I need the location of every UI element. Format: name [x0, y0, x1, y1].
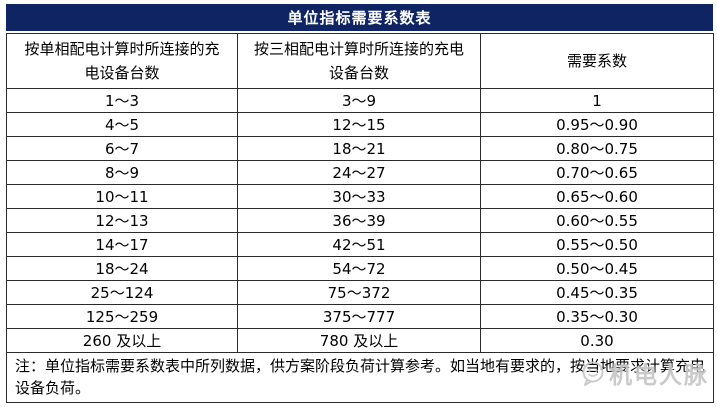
cell-coefficient: 0.65～0.60: [480, 184, 714, 209]
cell-single-phase: 14～17: [6, 232, 238, 257]
cell-coefficient: 0.45～0.35: [480, 280, 714, 305]
table-title-bar: 单位指标需要系数表: [6, 4, 713, 31]
table-row: 8～9 24～27 0.70～0.65: [6, 160, 714, 185]
cell-coefficient: 0.35～0.30: [480, 304, 714, 329]
table-title: 单位指标需要系数表: [287, 9, 432, 27]
cell-three-phase: 18～21: [237, 136, 481, 161]
demand-coefficient-table: 按单相配电计算时所连接的充电设备台数 按三相配电计算时所连接的充电设备台数 需要…: [6, 33, 714, 403]
cell-three-phase: 30～33: [237, 184, 481, 209]
cell-coefficient: 0.70～0.65: [480, 160, 714, 185]
table-row: 1～3 3～9 1: [6, 88, 714, 113]
cell-three-phase: 75～372: [237, 280, 481, 305]
cell-single-phase: 18～24: [6, 256, 238, 281]
cell-single-phase: 125～259: [6, 304, 238, 329]
table-row: 6～7 18～21 0.80～0.75: [6, 136, 714, 161]
cell-three-phase: 24～27: [237, 160, 481, 185]
table-row: 25～124 75～372 0.45～0.35: [6, 280, 714, 305]
cell-three-phase: 36～39: [237, 208, 481, 233]
table-row: 12～13 36～39 0.60～0.55: [6, 208, 714, 233]
cell-single-phase: 10～11: [6, 184, 238, 209]
cell-three-phase: 12～15: [237, 112, 481, 137]
cell-single-phase: 8～9: [6, 160, 238, 185]
cell-coefficient: 0.95～0.90: [480, 112, 714, 137]
note-row: 注：单位指标需要系数表中所列数据，供方案阶段负荷计算参考。如当地有要求的，按当地…: [6, 352, 714, 403]
cell-coefficient: 0.60～0.55: [480, 208, 714, 233]
table-row: 14～17 42～51 0.55～0.50: [6, 232, 714, 257]
table-row: 10～11 30～33 0.65～0.60: [6, 184, 714, 209]
cell-three-phase: 375～777: [237, 304, 481, 329]
cell-three-phase: 3～9: [237, 88, 481, 113]
cell-coefficient: 0.50～0.45: [480, 256, 714, 281]
cell-coefficient: 0.80～0.75: [480, 136, 714, 161]
table-row: 125～259 375～777 0.35～0.30: [6, 304, 714, 329]
cell-three-phase: 54～72: [237, 256, 481, 281]
cell-single-phase: 25～124: [6, 280, 238, 305]
cell-coefficient: 0.30: [480, 328, 714, 353]
cell-three-phase: 42～51: [237, 232, 481, 257]
cell-coefficient: 0.55～0.50: [480, 232, 714, 257]
cell-three-phase: 780 及以上: [237, 328, 481, 353]
cell-single-phase: 260 及以上: [6, 328, 238, 353]
table-note: 注：单位指标需要系数表中所列数据，供方案阶段负荷计算参考。如当地有要求的，按当地…: [6, 352, 714, 403]
table-row: 18～24 54～72 0.50～0.45: [6, 256, 714, 281]
col-header-single-phase: 按单相配电计算时所连接的充电设备台数: [6, 33, 238, 89]
header-row: 按单相配电计算时所连接的充电设备台数 按三相配电计算时所连接的充电设备台数 需要…: [6, 33, 714, 89]
cell-single-phase: 1～3: [6, 88, 238, 113]
cell-coefficient: 1: [480, 88, 714, 113]
table-row: 260 及以上 780 及以上 0.30: [6, 328, 714, 353]
cell-single-phase: 12～13: [6, 208, 238, 233]
cell-single-phase: 4～5: [6, 112, 238, 137]
cell-single-phase: 6～7: [6, 136, 238, 161]
table-row: 4～5 12～15 0.95～0.90: [6, 112, 714, 137]
col-header-three-phase: 按三相配电计算时所连接的充电设备台数: [237, 33, 481, 89]
col-header-coefficient: 需要系数: [480, 33, 714, 89]
